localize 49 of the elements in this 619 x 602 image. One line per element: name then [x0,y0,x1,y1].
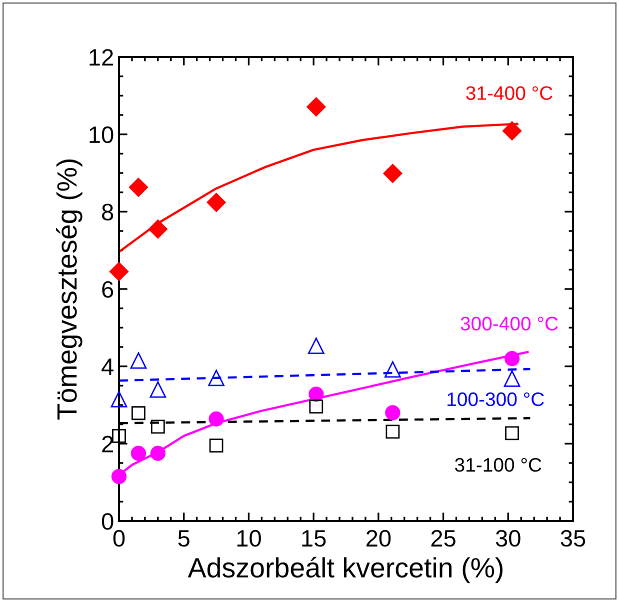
x-tick-label: 35 [560,530,586,547]
y-tick-label: 0 [102,513,114,530]
point [111,468,127,484]
point [504,370,520,387]
point [150,420,165,434]
point [505,426,519,440]
annotation: 31-100 °C [455,458,542,472]
point [306,97,326,116]
point [308,386,324,402]
point [209,438,224,453]
point [385,405,400,420]
point [309,400,324,414]
y-tick-label: 2 [102,436,113,452]
y-tick-label: 8 [102,204,114,220]
x-tick-label: 20 [366,530,391,547]
point [150,446,166,461]
point [208,411,224,426]
x-axis-title: Adszorbeált kvercetin (%) [188,556,503,584]
point [130,352,147,369]
point [208,370,224,386]
point [128,178,148,197]
x-tick-label: 15 [302,530,326,547]
point [308,338,324,354]
x-tick-label: 0 [113,530,125,547]
point [109,262,129,282]
point [502,121,522,140]
annotation: 31-400 °C [466,86,552,100]
y-tick-label: 6 [102,281,114,298]
annotation: 300-400 °C [460,316,558,330]
point [130,446,146,461]
point [148,220,168,239]
annotation: 100-300 °C [448,392,544,406]
x-tick-label: 25 [431,530,456,547]
point [150,381,166,398]
point [110,391,128,408]
x-tick-label: 30 [496,530,520,547]
point [132,406,146,420]
y-tick-label: 12 [90,49,113,66]
point [386,424,400,439]
x-tick-label: 5 [178,530,190,547]
y-axis-title: Tömegveszteség (%) [56,159,82,420]
point [112,428,126,443]
point [384,361,401,378]
point [383,164,402,183]
point [504,351,520,366]
y-tick-label: 4 [102,358,114,375]
x-tick-label: 10 [237,530,261,547]
point [206,192,226,212]
y-tick-label: 10 [90,126,114,144]
